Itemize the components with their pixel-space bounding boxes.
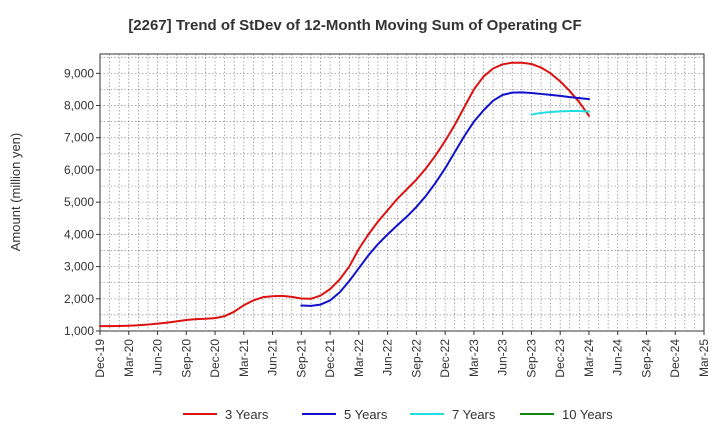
x-tick-label: Mar-25	[697, 339, 711, 377]
x-tick-label: Mar-20	[122, 339, 136, 377]
x-tick-label: Mar-22	[352, 339, 366, 377]
y-tick-label: 3,000	[64, 260, 94, 274]
x-tick-label: Sep-20	[179, 339, 193, 378]
legend-label-5-years: 5 Years	[344, 407, 388, 422]
y-tick-label: 4,000	[64, 227, 94, 241]
legend: 3 Years 5 Years 7 Years 10 Years	[183, 407, 613, 422]
x-tick-label: Sep-23	[524, 339, 538, 378]
x-tick-label: Sep-24	[639, 339, 653, 378]
x-tick-label: Sep-21	[294, 339, 308, 378]
x-tick-label: Sep-22	[409, 339, 423, 378]
x-tick-label: Mar-24	[582, 339, 596, 377]
series-line-7-years	[530, 110, 590, 116]
y-tick-label: 5,000	[64, 195, 94, 209]
y-tick-label: 9,000	[64, 66, 94, 80]
series-lines	[99, 61, 590, 328]
x-tick-label: Jun-20	[151, 339, 165, 376]
x-tick-label: Jun-23	[496, 339, 510, 376]
x-tick-label: Dec-19	[93, 339, 107, 378]
legend-label-7-years: 7 Years	[452, 407, 496, 422]
y-tick-label: 7,000	[64, 131, 94, 145]
y-tick-label: 1,000	[64, 324, 94, 338]
x-tick-label: Jun-24	[611, 339, 625, 376]
x-tick-label: Dec-22	[438, 339, 452, 378]
x-axis: Dec-19 Mar-20 Jun-20 Sep-20 Dec-20 Mar-21 Jun-…	[93, 331, 711, 378]
x-tick-label: Dec-21	[323, 339, 337, 378]
x-tick-label: Dec-23	[553, 339, 567, 378]
series-line-3-years	[99, 61, 590, 328]
plot-area	[100, 54, 704, 331]
y-tick-label: 8,000	[64, 99, 94, 113]
chart-title: [2267] Trend of StDev of 12-Month Moving…	[128, 17, 581, 34]
x-tick-label: Dec-20	[208, 339, 222, 378]
y-axis: 1,000 2,000 3,000 4,000 5,000 6,000 7,000 8,000…	[64, 66, 100, 338]
legend-label-3-years: 3 Years	[225, 407, 269, 422]
y-tick-label: 6,000	[64, 163, 94, 177]
y-tick-label: 2,000	[64, 292, 94, 306]
x-tick-label: Jun-22	[381, 339, 395, 376]
x-tick-label: Jun-21	[266, 339, 280, 376]
plot-frame	[99, 53, 705, 332]
x-tick-label: Dec-24	[668, 339, 682, 378]
x-tick-label: Mar-21	[237, 339, 251, 377]
x-tick-label: Mar-23	[467, 339, 481, 377]
y-axis-label: Amount (million yen)	[8, 133, 23, 252]
legend-label-10-years: 10 Years	[562, 407, 613, 422]
series-line-5-years	[300, 91, 590, 307]
